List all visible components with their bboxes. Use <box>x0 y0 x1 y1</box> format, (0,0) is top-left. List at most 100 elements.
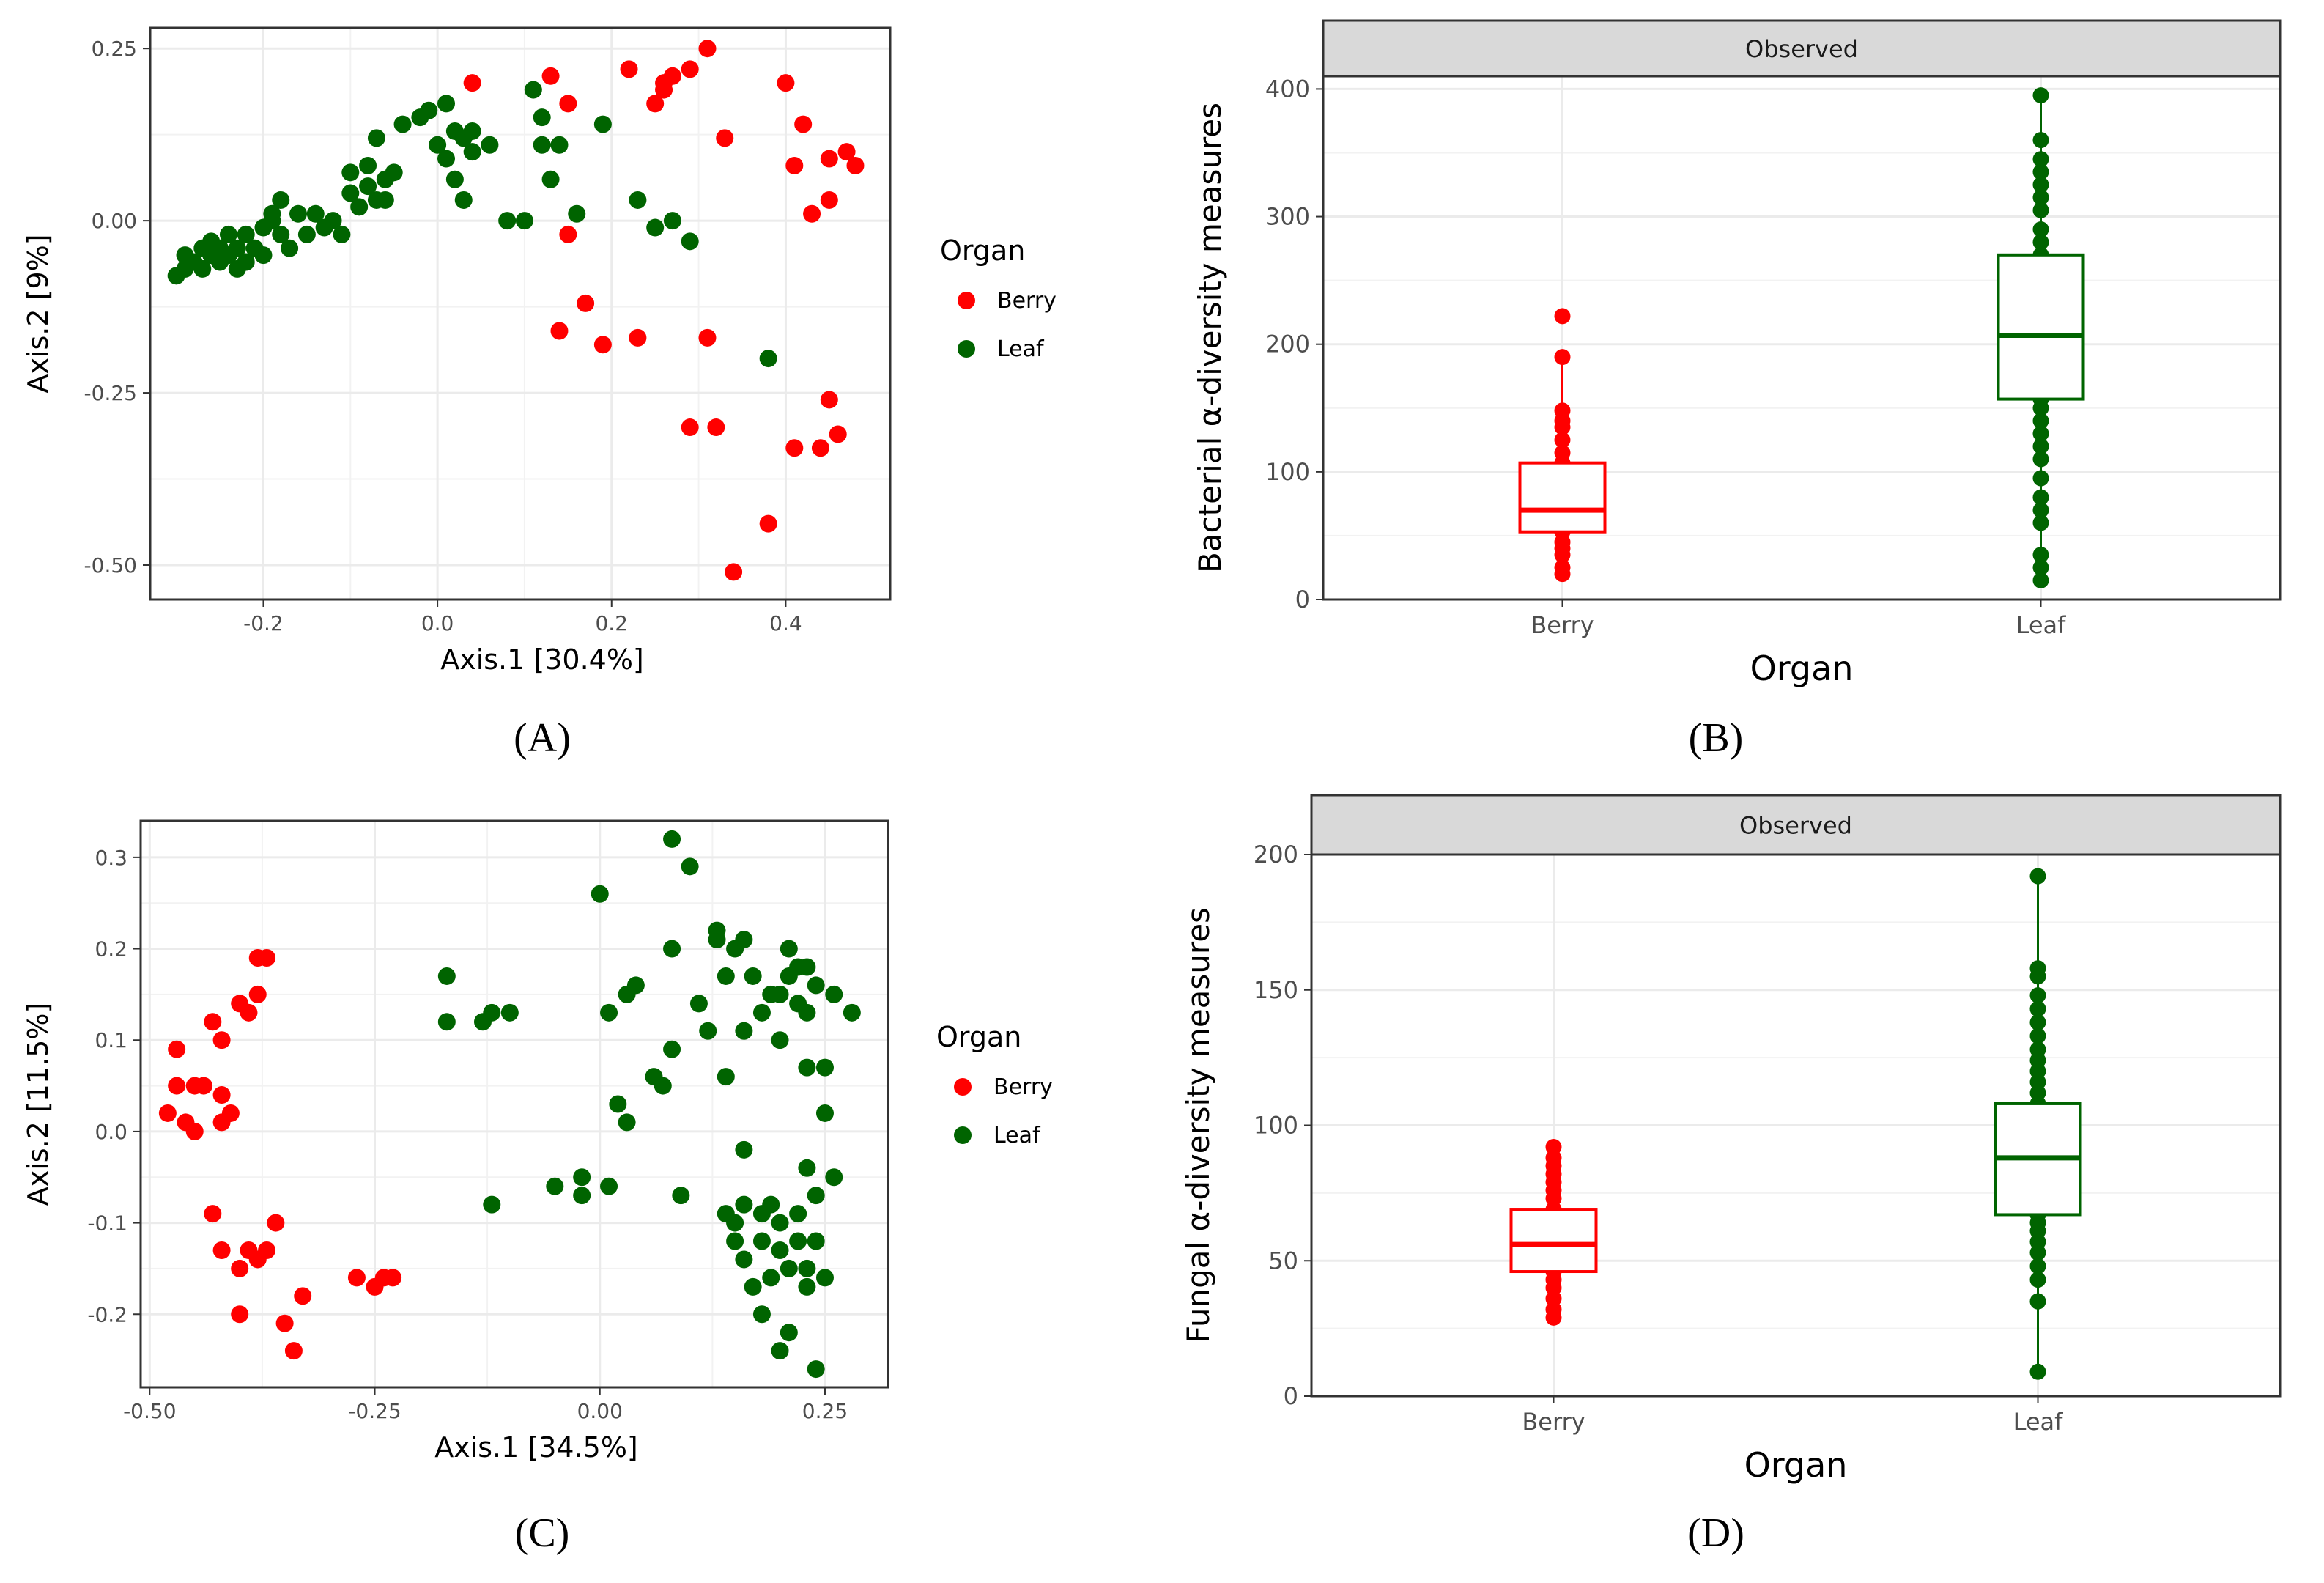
data-point-leaf <box>759 350 777 368</box>
panel-label-a: (A) <box>514 715 571 761</box>
data-point-leaf <box>735 931 753 949</box>
data-point-leaf <box>717 1068 735 1086</box>
data-point-berry <box>716 129 734 147</box>
data-point-leaf <box>2032 502 2049 519</box>
data-point-leaf <box>445 170 464 188</box>
data-point-berry <box>820 150 838 168</box>
y-tick-label: -0.25 <box>84 381 137 405</box>
data-point-leaf <box>306 204 325 223</box>
data-point-leaf <box>663 212 681 230</box>
data-point-leaf <box>483 1003 501 1022</box>
data-point-leaf <box>2032 221 2049 237</box>
data-point-leaf <box>681 857 699 876</box>
data-point-leaf <box>726 1232 744 1250</box>
y-tick-label: 0.1 <box>95 1028 127 1052</box>
data-point-berry <box>1554 308 1571 325</box>
data-point-leaf <box>780 1324 798 1342</box>
data-point-berry <box>275 1314 294 1332</box>
data-point-leaf <box>629 191 647 209</box>
data-point-leaf <box>2032 438 2049 455</box>
legend-title: Organ <box>936 1021 1021 1053</box>
y-axis-title: Bacterial α-diversity measures <box>1192 103 1228 573</box>
data-point-leaf <box>2029 960 2046 977</box>
data-point-berry <box>725 563 743 581</box>
data-point-berry <box>248 985 267 1003</box>
data-point-berry <box>785 156 804 174</box>
plot-border <box>1322 75 2282 601</box>
data-point-leaf <box>825 1168 843 1187</box>
data-point-leaf <box>2032 413 2049 429</box>
y-tick-label: 0.00 <box>92 209 137 233</box>
data-point-berry <box>1554 432 1571 449</box>
data-point-leaf <box>297 225 316 243</box>
data-point-leaf <box>272 225 290 243</box>
data-point-leaf <box>735 1022 753 1040</box>
data-point-leaf <box>2032 572 2049 588</box>
legend-key-leaf <box>958 340 975 358</box>
y-tick-label: -0.1 <box>87 1211 127 1236</box>
data-point-leaf <box>2032 151 2049 168</box>
facet-strip <box>1310 794 2282 856</box>
data-point-berry <box>1554 349 1571 366</box>
data-point-berry <box>811 439 829 457</box>
data-point-leaf <box>2032 87 2049 104</box>
data-point-leaf <box>807 1232 825 1250</box>
data-point-leaf <box>515 212 533 230</box>
data-point-leaf <box>500 1003 519 1022</box>
y-axis-title: Axis.2 [11.5%] <box>22 1003 54 1206</box>
panel-label-c: (C) <box>515 1510 570 1556</box>
data-point-leaf <box>815 1269 834 1287</box>
data-point-leaf <box>193 259 212 278</box>
data-point-berry <box>707 418 725 437</box>
box-berry <box>1509 1208 1598 1274</box>
data-point-berry <box>212 1241 231 1259</box>
data-point-berry <box>204 1205 222 1223</box>
data-point-leaf <box>593 115 612 133</box>
data-point-leaf <box>228 239 246 257</box>
y-tick-label: 0 <box>1284 1382 1298 1410</box>
data-point-berry <box>820 191 838 209</box>
x-axis-title: Axis.1 [30.4%] <box>440 643 644 676</box>
y-tick-label: 200 <box>1265 331 1310 358</box>
data-point-leaf <box>483 1195 501 1214</box>
data-point-berry <box>559 225 577 243</box>
data-point-leaf <box>752 1305 771 1324</box>
data-point-berry <box>195 1077 213 1095</box>
data-point-leaf <box>541 170 560 188</box>
x-tick-label-berry: Berry <box>1522 1408 1585 1436</box>
data-point-leaf <box>735 1195 753 1214</box>
legend-label-leaf: Leaf <box>997 336 1045 362</box>
data-point-leaf <box>689 995 708 1013</box>
data-point-leaf <box>735 1140 753 1159</box>
data-point-leaf <box>798 1003 816 1022</box>
data-point-leaf <box>573 1187 591 1205</box>
data-point-berry <box>463 74 481 92</box>
data-point-leaf <box>771 1214 789 1232</box>
data-point-berry <box>759 514 777 533</box>
data-point-berry <box>803 204 821 223</box>
data-point-leaf <box>609 1095 627 1113</box>
data-point-leaf <box>281 239 299 257</box>
data-point-leaf <box>437 95 455 113</box>
data-point-leaf <box>324 212 342 230</box>
data-point-leaf <box>726 1214 744 1232</box>
data-point-berry <box>541 67 560 85</box>
data-point-leaf <box>735 1250 753 1269</box>
x-tick-label: 0.0 <box>421 611 454 635</box>
y-tick-label: 0.0 <box>95 1120 127 1144</box>
data-point-leaf <box>254 246 273 265</box>
data-point-leaf <box>2032 451 2049 468</box>
panel-c-scatter: -0.50 -0.25 0.00 0.25 0.3 0.2 0.1 0.0 -0.1 -0.2 Ax… <box>22 819 1053 1464</box>
data-point-leaf <box>717 967 735 985</box>
data-point-leaf <box>437 967 456 985</box>
data-point-berry <box>240 1003 258 1022</box>
data-point-leaf <box>2029 987 2046 1004</box>
data-point-leaf <box>672 1187 690 1205</box>
data-point-leaf <box>2032 489 2049 506</box>
x-tick-label: 0.00 <box>577 1399 623 1423</box>
data-point-leaf <box>219 225 237 243</box>
data-point-leaf <box>798 1277 816 1296</box>
data-point-leaf <box>420 101 438 119</box>
data-point-leaf <box>463 122 481 140</box>
legend-title: Organ <box>940 235 1025 267</box>
